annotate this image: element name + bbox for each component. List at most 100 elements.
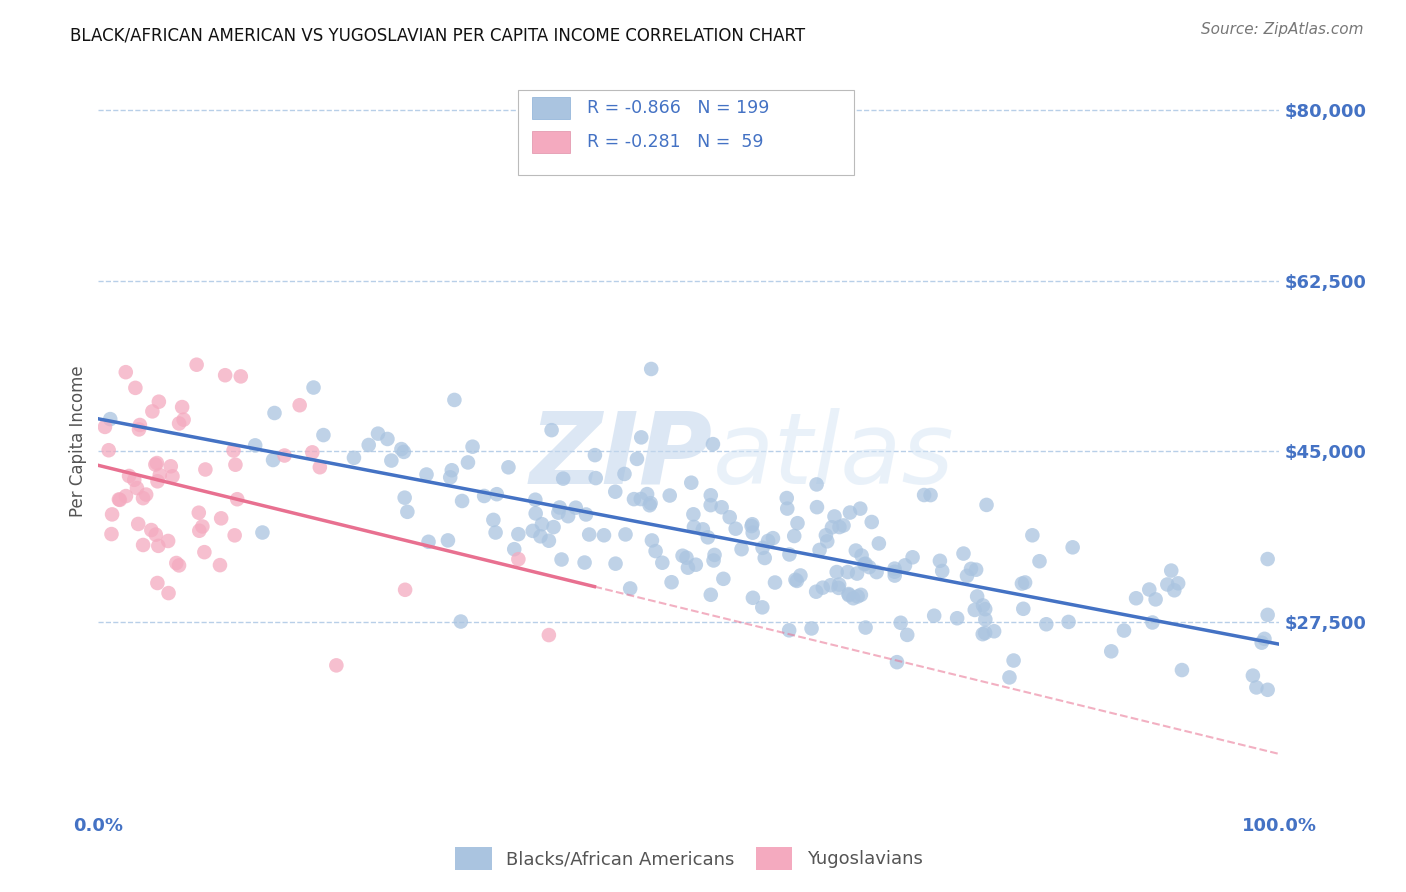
Point bbox=[167, 417, 190, 431]
Point bbox=[730, 542, 752, 557]
Point bbox=[585, 471, 607, 485]
Point bbox=[157, 586, 180, 600]
Point bbox=[418, 534, 440, 549]
Point bbox=[894, 558, 917, 573]
Point bbox=[343, 450, 366, 465]
Point bbox=[842, 591, 865, 606]
Point bbox=[976, 498, 998, 512]
Point bbox=[778, 548, 800, 562]
Point bbox=[135, 487, 157, 501]
Point bbox=[824, 509, 846, 524]
Point bbox=[623, 492, 645, 507]
Point bbox=[522, 524, 544, 538]
Point bbox=[550, 552, 572, 566]
Point bbox=[391, 442, 413, 456]
Point bbox=[853, 557, 876, 571]
Point bbox=[457, 455, 479, 469]
Point bbox=[754, 551, 776, 566]
Point bbox=[838, 587, 860, 601]
Point bbox=[855, 557, 877, 571]
Point bbox=[1062, 541, 1084, 555]
Point bbox=[575, 508, 598, 522]
Point bbox=[537, 628, 560, 642]
Point bbox=[1112, 624, 1135, 638]
FancyBboxPatch shape bbox=[517, 90, 855, 175]
Point bbox=[1250, 635, 1272, 649]
Point bbox=[605, 557, 627, 571]
Point bbox=[529, 529, 551, 543]
Point bbox=[172, 400, 194, 414]
Point bbox=[194, 462, 217, 476]
Point bbox=[128, 417, 150, 432]
Point bbox=[1012, 601, 1035, 615]
Point bbox=[821, 520, 844, 534]
Point bbox=[367, 426, 389, 441]
Point bbox=[173, 412, 195, 426]
Point bbox=[806, 500, 828, 515]
Point bbox=[162, 469, 184, 483]
Point bbox=[786, 574, 808, 588]
Point bbox=[974, 626, 997, 640]
Point bbox=[703, 548, 725, 562]
Point bbox=[785, 573, 807, 587]
Point bbox=[849, 588, 872, 602]
Point bbox=[415, 467, 437, 482]
Point bbox=[845, 543, 868, 558]
Point bbox=[972, 627, 994, 641]
Point bbox=[614, 527, 637, 541]
Point bbox=[1021, 528, 1043, 542]
Point bbox=[380, 453, 402, 467]
Point bbox=[578, 527, 600, 541]
Point bbox=[145, 458, 167, 472]
Point bbox=[776, 501, 799, 516]
Point bbox=[553, 472, 575, 486]
Point bbox=[565, 500, 588, 515]
Point bbox=[125, 481, 148, 495]
Point bbox=[141, 404, 163, 418]
Point bbox=[508, 552, 530, 566]
Point bbox=[148, 394, 170, 409]
Point bbox=[1011, 576, 1033, 591]
Point bbox=[692, 522, 714, 536]
Point bbox=[122, 473, 145, 487]
Point bbox=[711, 572, 734, 586]
Point bbox=[661, 575, 683, 590]
Point bbox=[956, 569, 979, 583]
Point bbox=[451, 494, 474, 508]
Point bbox=[224, 528, 246, 542]
Point bbox=[928, 554, 950, 568]
Point bbox=[191, 519, 214, 533]
Point bbox=[896, 628, 918, 642]
Point bbox=[827, 581, 849, 595]
Point bbox=[1257, 552, 1279, 566]
Point bbox=[524, 492, 547, 507]
Point bbox=[849, 501, 872, 516]
Point bbox=[983, 624, 1005, 639]
Point bbox=[922, 608, 945, 623]
Point bbox=[820, 578, 842, 592]
Point bbox=[974, 602, 997, 616]
Point bbox=[972, 599, 994, 613]
Point bbox=[675, 550, 697, 565]
Point bbox=[626, 451, 648, 466]
Point bbox=[165, 556, 187, 570]
Point bbox=[641, 533, 664, 548]
Point bbox=[860, 515, 883, 529]
Point bbox=[377, 432, 399, 446]
Point bbox=[846, 566, 869, 581]
Point bbox=[636, 487, 658, 501]
Point bbox=[846, 590, 869, 604]
Point bbox=[741, 517, 763, 532]
Point bbox=[503, 542, 526, 557]
Point bbox=[394, 491, 416, 505]
Point bbox=[966, 590, 988, 604]
Point bbox=[1125, 591, 1147, 606]
Point bbox=[543, 520, 565, 534]
Point bbox=[193, 545, 215, 559]
Point bbox=[145, 527, 167, 541]
Point bbox=[883, 565, 905, 579]
Point bbox=[209, 511, 232, 525]
Point bbox=[1057, 615, 1080, 629]
Point bbox=[700, 488, 723, 502]
Point bbox=[1028, 554, 1050, 568]
